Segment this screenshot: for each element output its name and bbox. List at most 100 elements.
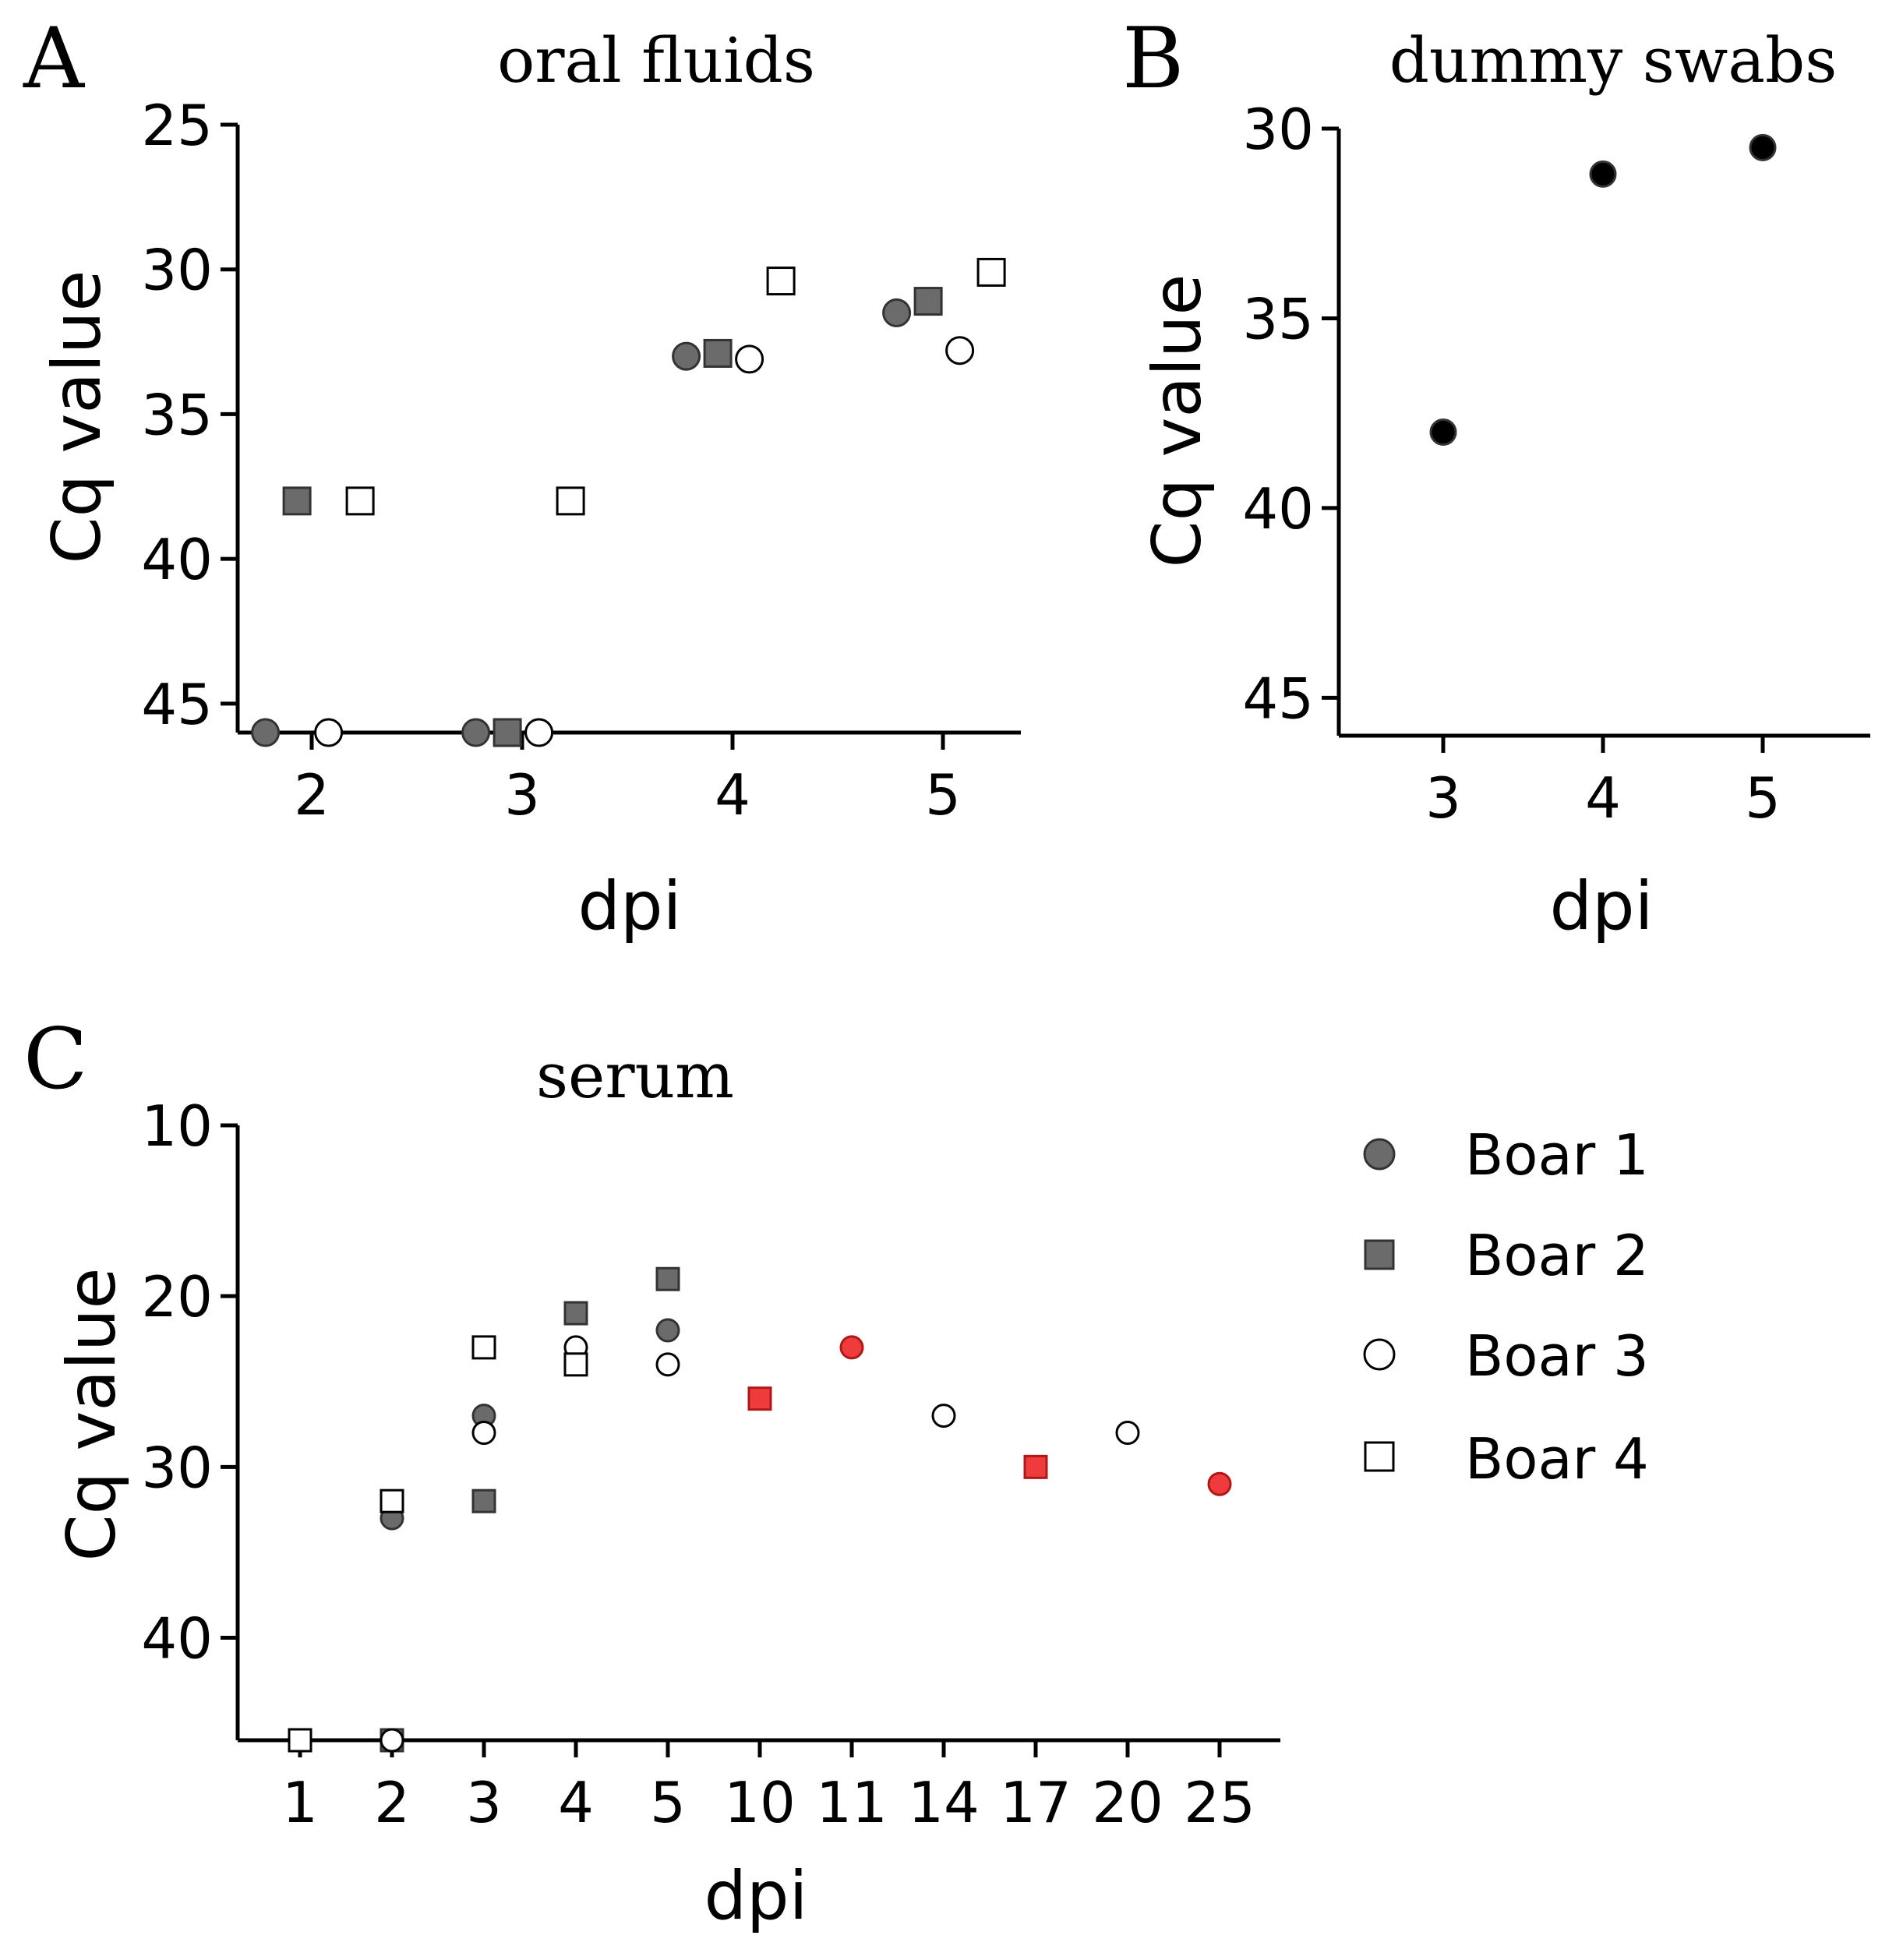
legend-marker-boar-4 <box>1364 1441 1395 1472</box>
legend-label-boar-1: Boar 1 <box>1465 1122 1649 1188</box>
panel-c-x-tick-label: 1 <box>282 1770 318 1835</box>
panel-letter-a: A <box>23 10 86 108</box>
point-boar-3 <box>735 344 764 374</box>
legend-label-boar-3: Boar 3 <box>1465 1323 1649 1389</box>
point-boar-2 <box>493 718 522 747</box>
panel-b-title: dummy swabs <box>1389 24 1838 97</box>
point-pooled <box>1429 418 1457 446</box>
panel-c-x-tick-label: 25 <box>1184 1770 1255 1835</box>
panel-b-x-tick-label: 5 <box>1745 765 1781 831</box>
point-boar-2 <box>913 287 943 316</box>
point-boar-4 <box>345 486 375 516</box>
panel-c-x-axis-title: dpi <box>704 1857 807 1935</box>
panel-a-x-tick-label: 5 <box>925 762 961 828</box>
panel-c-x-tick-label: 10 <box>724 1770 796 1835</box>
legend-label-boar-4: Boar 4 <box>1465 1426 1649 1492</box>
point-pooled <box>1589 160 1617 188</box>
panel-c: C serum 10 20 30 40 1 2 3 4 5 10 11 14 17 20 25 Cq val… <box>23 1011 1280 1935</box>
point-boar-1-late <box>1207 1471 1232 1496</box>
panel-c-x-tick-label: 4 <box>558 1770 594 1835</box>
point-boar-4 <box>976 257 1006 287</box>
panel-c-y-tick-label: 30 <box>141 1435 213 1500</box>
panel-a-y-axis-title: Cq value <box>38 270 116 564</box>
legend-marker-boar-2 <box>1364 1239 1395 1270</box>
panel-a-x-tick-label: 4 <box>715 762 750 828</box>
panel-c-axes: 10 20 30 40 1 2 3 4 5 10 11 14 17 20 25 <box>141 1093 1280 1835</box>
point-boar-2 <box>563 1301 588 1326</box>
point-boar-1-late <box>839 1335 864 1360</box>
panel-c-x-tick-label: 14 <box>908 1770 980 1835</box>
point-boar-1 <box>251 718 281 747</box>
panel-a-y-tick-label: 40 <box>141 527 213 592</box>
panel-a-x-axis-title: dpi <box>577 867 681 945</box>
panel-letter-b: B <box>1122 10 1184 108</box>
panel-a-y-tick-label: 45 <box>141 672 213 737</box>
legend-label-boar-2: Boar 2 <box>1465 1223 1649 1288</box>
point-boar-3 <box>524 718 554 747</box>
point-boar-3 <box>655 1352 680 1377</box>
panel-b-y-tick-label: 40 <box>1242 476 1314 542</box>
point-boar-1 <box>461 718 491 747</box>
legend: Boar 1 Boar 2 Boar 3 Boar 4 <box>1363 1122 1649 1492</box>
panel-b-points <box>1429 133 1777 446</box>
panel-b-x-tick-label: 4 <box>1585 765 1621 831</box>
panel-c-y-tick-label: 40 <box>141 1606 213 1672</box>
point-pooled <box>1749 133 1777 161</box>
panel-c-y-tick-label: 20 <box>141 1264 213 1330</box>
panel-c-x-tick-label: 20 <box>1092 1770 1163 1835</box>
point-boar-3 <box>931 1404 956 1429</box>
point-boar-1 <box>672 341 701 371</box>
panel-c-x-tick-label: 11 <box>816 1770 888 1835</box>
point-boar-3 <box>314 718 344 747</box>
panel-c-x-tick-label: 17 <box>1000 1770 1072 1835</box>
panel-c-y-axis-title: Cq value <box>53 1268 131 1562</box>
point-boar-3 <box>380 1728 404 1753</box>
point-boar-2-late <box>747 1386 772 1411</box>
point-boar-4 <box>766 267 796 296</box>
point-boar-1 <box>882 298 912 327</box>
point-boar-4 <box>563 1352 588 1377</box>
panel-a-x-tick-label: 3 <box>504 762 540 828</box>
panel-c-x-tick-label: 3 <box>466 1770 502 1835</box>
panel-a-points <box>251 257 1006 747</box>
panel-letter-c: C <box>23 1011 88 1108</box>
point-boar-4 <box>471 1335 496 1360</box>
panel-b-x-tick-label: 3 <box>1425 765 1461 831</box>
panel-b-x-axis-title: dpi <box>1549 867 1653 945</box>
panel-a-y-tick-label: 25 <box>141 93 213 158</box>
point-boar-3 <box>1115 1421 1140 1445</box>
point-boar-2 <box>282 486 312 516</box>
panel-c-y-tick-label: 10 <box>141 1093 213 1159</box>
point-boar-4 <box>380 1489 404 1513</box>
legend-item-boar-1: Boar 1 <box>1363 1122 1649 1188</box>
panel-a-y-tick-label: 30 <box>141 238 213 303</box>
legend-item-boar-4: Boar 4 <box>1364 1426 1649 1492</box>
panel-c-points <box>288 1266 1232 1753</box>
panel-c-x-tick-label: 2 <box>374 1770 410 1835</box>
panel-b-y-axis-title: Cq value <box>1139 274 1216 568</box>
panel-a-title: oral fluids <box>497 24 815 97</box>
point-boar-3 <box>471 1421 496 1445</box>
point-boar-2 <box>471 1489 496 1513</box>
point-boar-2-late <box>1023 1454 1048 1479</box>
legend-item-boar-2: Boar 2 <box>1364 1223 1649 1288</box>
point-boar-4 <box>556 486 585 516</box>
panel-a-x-tick-label: 2 <box>294 762 330 828</box>
point-boar-2 <box>655 1266 680 1291</box>
point-boar-3 <box>945 336 975 366</box>
panel-c-title: serum <box>536 1040 734 1112</box>
panel-b-y-tick-label: 35 <box>1242 286 1314 351</box>
point-boar-4 <box>288 1728 312 1753</box>
panel-b-y-tick-label: 30 <box>1242 97 1314 162</box>
panel-b-y-tick-label: 45 <box>1242 666 1314 731</box>
legend-marker-boar-1 <box>1363 1138 1396 1171</box>
legend-item-boar-3: Boar 3 <box>1363 1323 1649 1389</box>
point-boar-1 <box>655 1318 680 1343</box>
point-boar-2 <box>703 338 733 368</box>
legend-marker-boar-3 <box>1363 1338 1396 1371</box>
